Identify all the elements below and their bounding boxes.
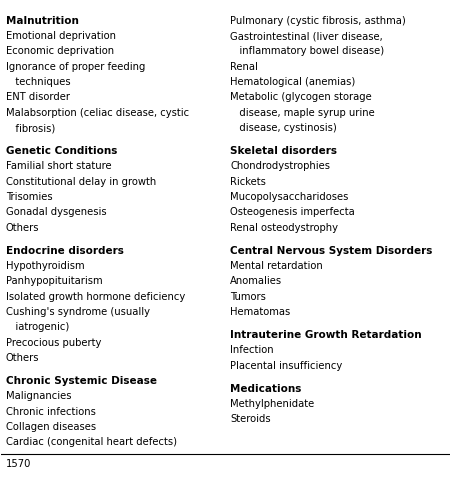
Text: Ignorance of proper feeding: Ignorance of proper feeding: [6, 62, 145, 72]
Text: Economic deprivation: Economic deprivation: [6, 46, 114, 56]
Text: Isolated growth hormone deficiency: Isolated growth hormone deficiency: [6, 292, 185, 302]
Text: Central Nervous System Disorders: Central Nervous System Disorders: [230, 246, 433, 256]
Text: Methylphenidate: Methylphenidate: [230, 399, 315, 409]
Text: fibrosis): fibrosis): [6, 123, 55, 133]
Text: Renal: Renal: [230, 62, 258, 72]
Text: Cushing's syndrome (usually: Cushing's syndrome (usually: [6, 307, 150, 317]
Text: Cardiac (congenital heart defects): Cardiac (congenital heart defects): [6, 438, 177, 447]
Text: Medications: Medications: [230, 384, 301, 394]
Text: Metabolic (glycogen storage: Metabolic (glycogen storage: [230, 93, 372, 103]
Text: Hematomas: Hematomas: [230, 307, 291, 317]
Text: Chondrodystrophies: Chondrodystrophies: [230, 161, 330, 172]
Text: Endocrine disorders: Endocrine disorders: [6, 246, 124, 256]
Text: Skeletal disorders: Skeletal disorders: [230, 146, 337, 156]
Text: Trisomies: Trisomies: [6, 192, 53, 202]
Text: Malignancies: Malignancies: [6, 391, 72, 402]
Text: Hematological (anemias): Hematological (anemias): [230, 77, 356, 87]
Text: Chronic Systemic Disease: Chronic Systemic Disease: [6, 376, 157, 386]
Text: Steroids: Steroids: [230, 415, 271, 425]
Text: Malnutrition: Malnutrition: [6, 16, 79, 26]
Text: Osteogenesis imperfecta: Osteogenesis imperfecta: [230, 207, 355, 217]
Text: Emotional deprivation: Emotional deprivation: [6, 31, 116, 41]
Text: Mucopolysaccharidoses: Mucopolysaccharidoses: [230, 192, 349, 202]
Text: Tumors: Tumors: [230, 292, 266, 302]
Text: ENT disorder: ENT disorder: [6, 93, 70, 103]
Text: Placental insufficiency: Placental insufficiency: [230, 361, 343, 371]
Text: iatrogenic): iatrogenic): [6, 322, 69, 333]
Text: Others: Others: [6, 353, 39, 363]
Text: Pulmonary (cystic fibrosis, asthma): Pulmonary (cystic fibrosis, asthma): [230, 16, 406, 26]
Text: Gastrointestinal (liver disease,: Gastrointestinal (liver disease,: [230, 31, 383, 41]
Text: Mental retardation: Mental retardation: [230, 261, 323, 271]
Text: Collagen diseases: Collagen diseases: [6, 422, 96, 432]
Text: Panhypopituitarism: Panhypopituitarism: [6, 277, 102, 286]
Text: Infection: Infection: [230, 346, 274, 355]
Text: Renal osteodystrophy: Renal osteodystrophy: [230, 223, 338, 233]
Text: inflammatory bowel disease): inflammatory bowel disease): [230, 46, 384, 56]
Text: disease, cystinosis): disease, cystinosis): [230, 123, 337, 133]
Text: disease, maple syrup urine: disease, maple syrup urine: [230, 108, 375, 118]
Text: Anomalies: Anomalies: [230, 277, 283, 286]
Text: Genetic Conditions: Genetic Conditions: [6, 146, 117, 156]
Text: Chronic infections: Chronic infections: [6, 407, 96, 417]
Text: techniques: techniques: [6, 77, 71, 87]
Text: Hypothyroidism: Hypothyroidism: [6, 261, 84, 271]
Text: Constitutional delay in growth: Constitutional delay in growth: [6, 177, 156, 187]
Text: Gonadal dysgenesis: Gonadal dysgenesis: [6, 207, 107, 217]
Text: Precocious puberty: Precocious puberty: [6, 338, 101, 348]
Text: Familial short stature: Familial short stature: [6, 161, 111, 172]
Text: Rickets: Rickets: [230, 177, 266, 187]
Text: 1570: 1570: [6, 459, 31, 469]
Text: Malabsorption (celiac disease, cystic: Malabsorption (celiac disease, cystic: [6, 108, 189, 118]
Text: Others: Others: [6, 223, 39, 233]
Text: Intrauterine Growth Retardation: Intrauterine Growth Retardation: [230, 330, 422, 340]
